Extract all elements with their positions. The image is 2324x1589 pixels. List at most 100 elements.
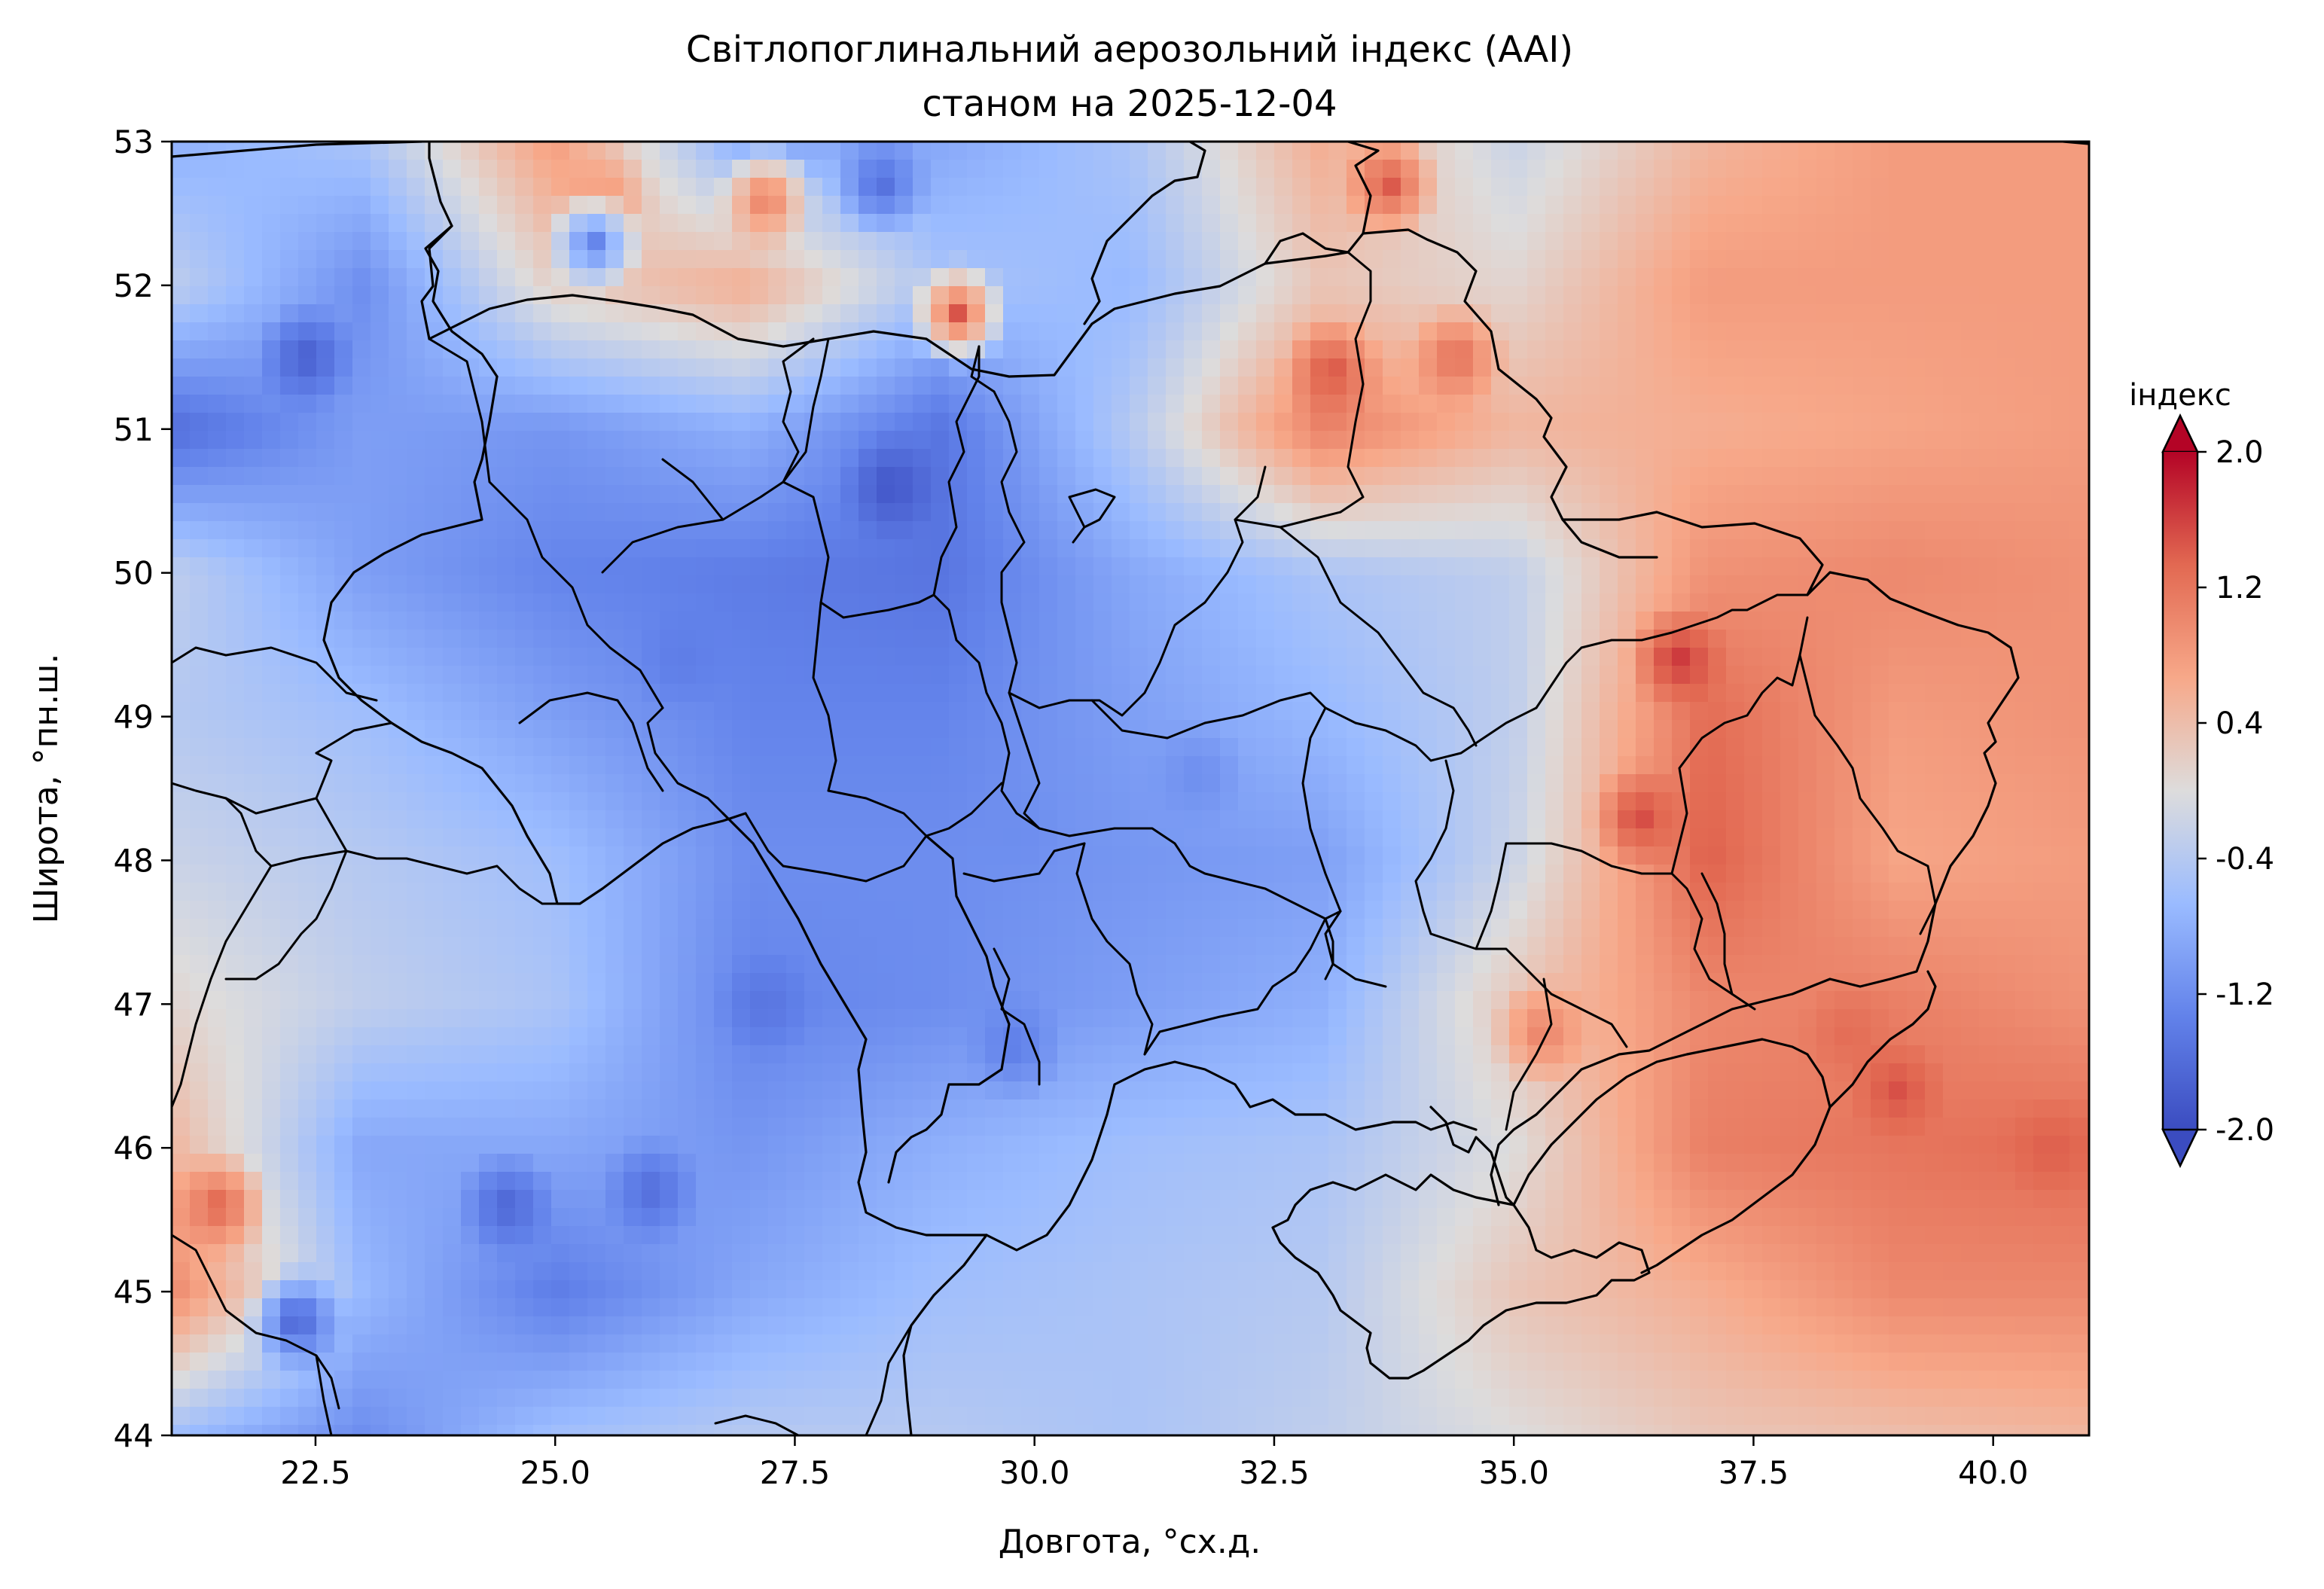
- heat-cell: [2069, 846, 2088, 865]
- heat-cell: [1347, 196, 1365, 215]
- heat-cell: [208, 322, 227, 341]
- heat-cell: [696, 738, 715, 757]
- heat-cell: [352, 774, 371, 793]
- heat-cell: [732, 467, 751, 486]
- heat-cell: [1853, 648, 1871, 666]
- heat-cell: [1636, 340, 1655, 359]
- heat-cell: [877, 395, 895, 413]
- heat-cell: [208, 557, 227, 576]
- heat-cell: [1347, 557, 1365, 576]
- heat-cell: [461, 774, 480, 793]
- heat-cell: [714, 358, 733, 377]
- heat-cell: [208, 503, 227, 522]
- heat-cell: [1816, 214, 1835, 233]
- heat-cell: [1509, 720, 1528, 739]
- heat-cell: [1636, 593, 1655, 612]
- heat-cell: [334, 340, 353, 359]
- heat-cell: [1347, 539, 1365, 558]
- heat-cell: [1075, 142, 1094, 160]
- heat-cell: [859, 503, 877, 522]
- heat-cell: [1618, 955, 1636, 974]
- heat-cell: [913, 539, 932, 558]
- heat-cell: [1328, 214, 1347, 233]
- heat-cell: [1925, 340, 1944, 359]
- heat-cell: [1853, 539, 1871, 558]
- heat-cell: [1003, 828, 1022, 847]
- heat-cell: [1762, 286, 1781, 305]
- heat-cell: [1600, 738, 1618, 757]
- heat-cell: [678, 720, 697, 739]
- heat-cell: [2033, 557, 2052, 576]
- heat-cell: [642, 612, 660, 630]
- heat-cell: [1744, 467, 1763, 486]
- heat-cell: [1762, 828, 1781, 847]
- heat-cell: [479, 250, 498, 269]
- heat-cell: [244, 449, 263, 468]
- heat-cell: [1798, 178, 1817, 197]
- heat-cell: [1365, 883, 1383, 901]
- heat-cell: [1166, 196, 1185, 215]
- heat-cell: [316, 178, 335, 197]
- heat-cell: [1853, 449, 1871, 468]
- heat-cell: [533, 612, 552, 630]
- heat-cell: [678, 901, 697, 920]
- heat-cell: [2051, 250, 2070, 269]
- heat-cell: [190, 178, 209, 197]
- heat-cell: [1581, 738, 1600, 757]
- heat-cell: [1274, 322, 1293, 341]
- heat-cell: [1979, 503, 1998, 522]
- heat-cell: [1148, 214, 1167, 233]
- heat-cell: [678, 684, 697, 703]
- heat-cell: [678, 919, 697, 938]
- heat-cell: [1455, 467, 1474, 486]
- heat-cell: [1527, 214, 1546, 233]
- heat-cell: [1708, 250, 1727, 269]
- heat-cell: [316, 431, 335, 450]
- heat-cell: [1437, 865, 1456, 883]
- heat-cell: [2033, 485, 2052, 504]
- heat-cell: [1491, 431, 1510, 450]
- heat-cell: [1455, 666, 1474, 685]
- heat-cell: [1166, 322, 1185, 341]
- heat-cell: [804, 973, 823, 992]
- heat-cell: [1455, 883, 1474, 901]
- heat-cell: [2088, 846, 2089, 865]
- heat-cell: [1527, 846, 1546, 865]
- heat-cell: [587, 304, 606, 323]
- heat-cell: [280, 684, 299, 703]
- heat-cell: [226, 467, 245, 486]
- heat-cell: [1383, 232, 1401, 251]
- heat-cell: [1039, 340, 1058, 359]
- heat-cell: [678, 738, 697, 757]
- heat-cell: [1021, 196, 1040, 215]
- heat-cell: [1581, 720, 1600, 739]
- heat-cell: [172, 322, 191, 341]
- heat-cell: [1907, 142, 1926, 160]
- heat-cell: [931, 160, 950, 178]
- heat-cell: [497, 178, 516, 197]
- heat-cell: [1762, 214, 1781, 233]
- heat-cell: [1328, 377, 1347, 395]
- heat-cell: [1365, 214, 1383, 233]
- heat-cell: [551, 702, 570, 721]
- heat-cell: [244, 485, 263, 504]
- heat-cell: [1292, 648, 1311, 666]
- heat-cell: [1636, 521, 1655, 540]
- heat-cell: [1961, 901, 1980, 920]
- heat-cell: [2033, 539, 2052, 558]
- heat-cell: [1654, 395, 1673, 413]
- heat-cell: [859, 557, 877, 576]
- heat-cell: [1491, 666, 1510, 685]
- heat-cell: [1871, 503, 1889, 522]
- heat-cell: [1184, 196, 1203, 215]
- heat-cell: [1238, 666, 1257, 685]
- heat-cell: [967, 431, 986, 450]
- heat-cell: [1166, 666, 1185, 685]
- heat-cell: [1527, 142, 1546, 160]
- heat-cell: [1672, 648, 1691, 666]
- heat-cell: [1618, 413, 1636, 432]
- heat-cell: [2033, 358, 2052, 377]
- heat-cell: [334, 304, 353, 323]
- heat-cell: [1563, 901, 1582, 920]
- heat-cell: [461, 973, 480, 992]
